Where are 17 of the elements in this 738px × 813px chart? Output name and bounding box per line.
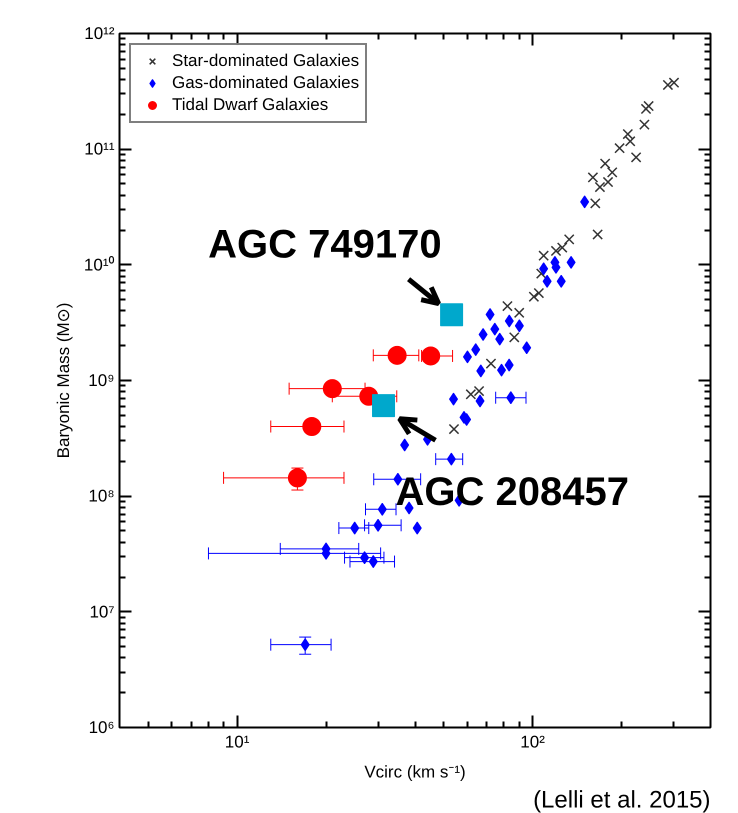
y-tick-label: 10¹¹ (84, 140, 115, 159)
x-tick-label: 10² (520, 732, 546, 752)
legend-label: Gas-dominated Galaxies (172, 73, 360, 93)
y-tick-label: 10¹⁰ (84, 255, 115, 274)
y-axis-title: Baryonic Mass (M⊙) (54, 302, 73, 458)
legend-label: Tidal Dwarf Galaxies (172, 95, 328, 115)
y-tick-label: 10⁶ (88, 718, 115, 737)
y-tick-label: 10¹² (84, 24, 115, 43)
y-tick-label: 10⁷ (89, 602, 114, 622)
legend-label: Star-dominated Galaxies (172, 51, 360, 71)
y-tick-label: 10⁹ (88, 371, 115, 390)
text: (Lelli et al. 2015) (533, 786, 711, 813)
x-axis-title: Vcirc (km s⁻¹) (364, 762, 466, 782)
y-tick-label: 10⁸ (88, 486, 115, 506)
annotation: AGC 749170 (208, 222, 442, 266)
annotation: AGC 208457 (396, 470, 630, 514)
x-tick-label: 10¹ (224, 732, 250, 752)
